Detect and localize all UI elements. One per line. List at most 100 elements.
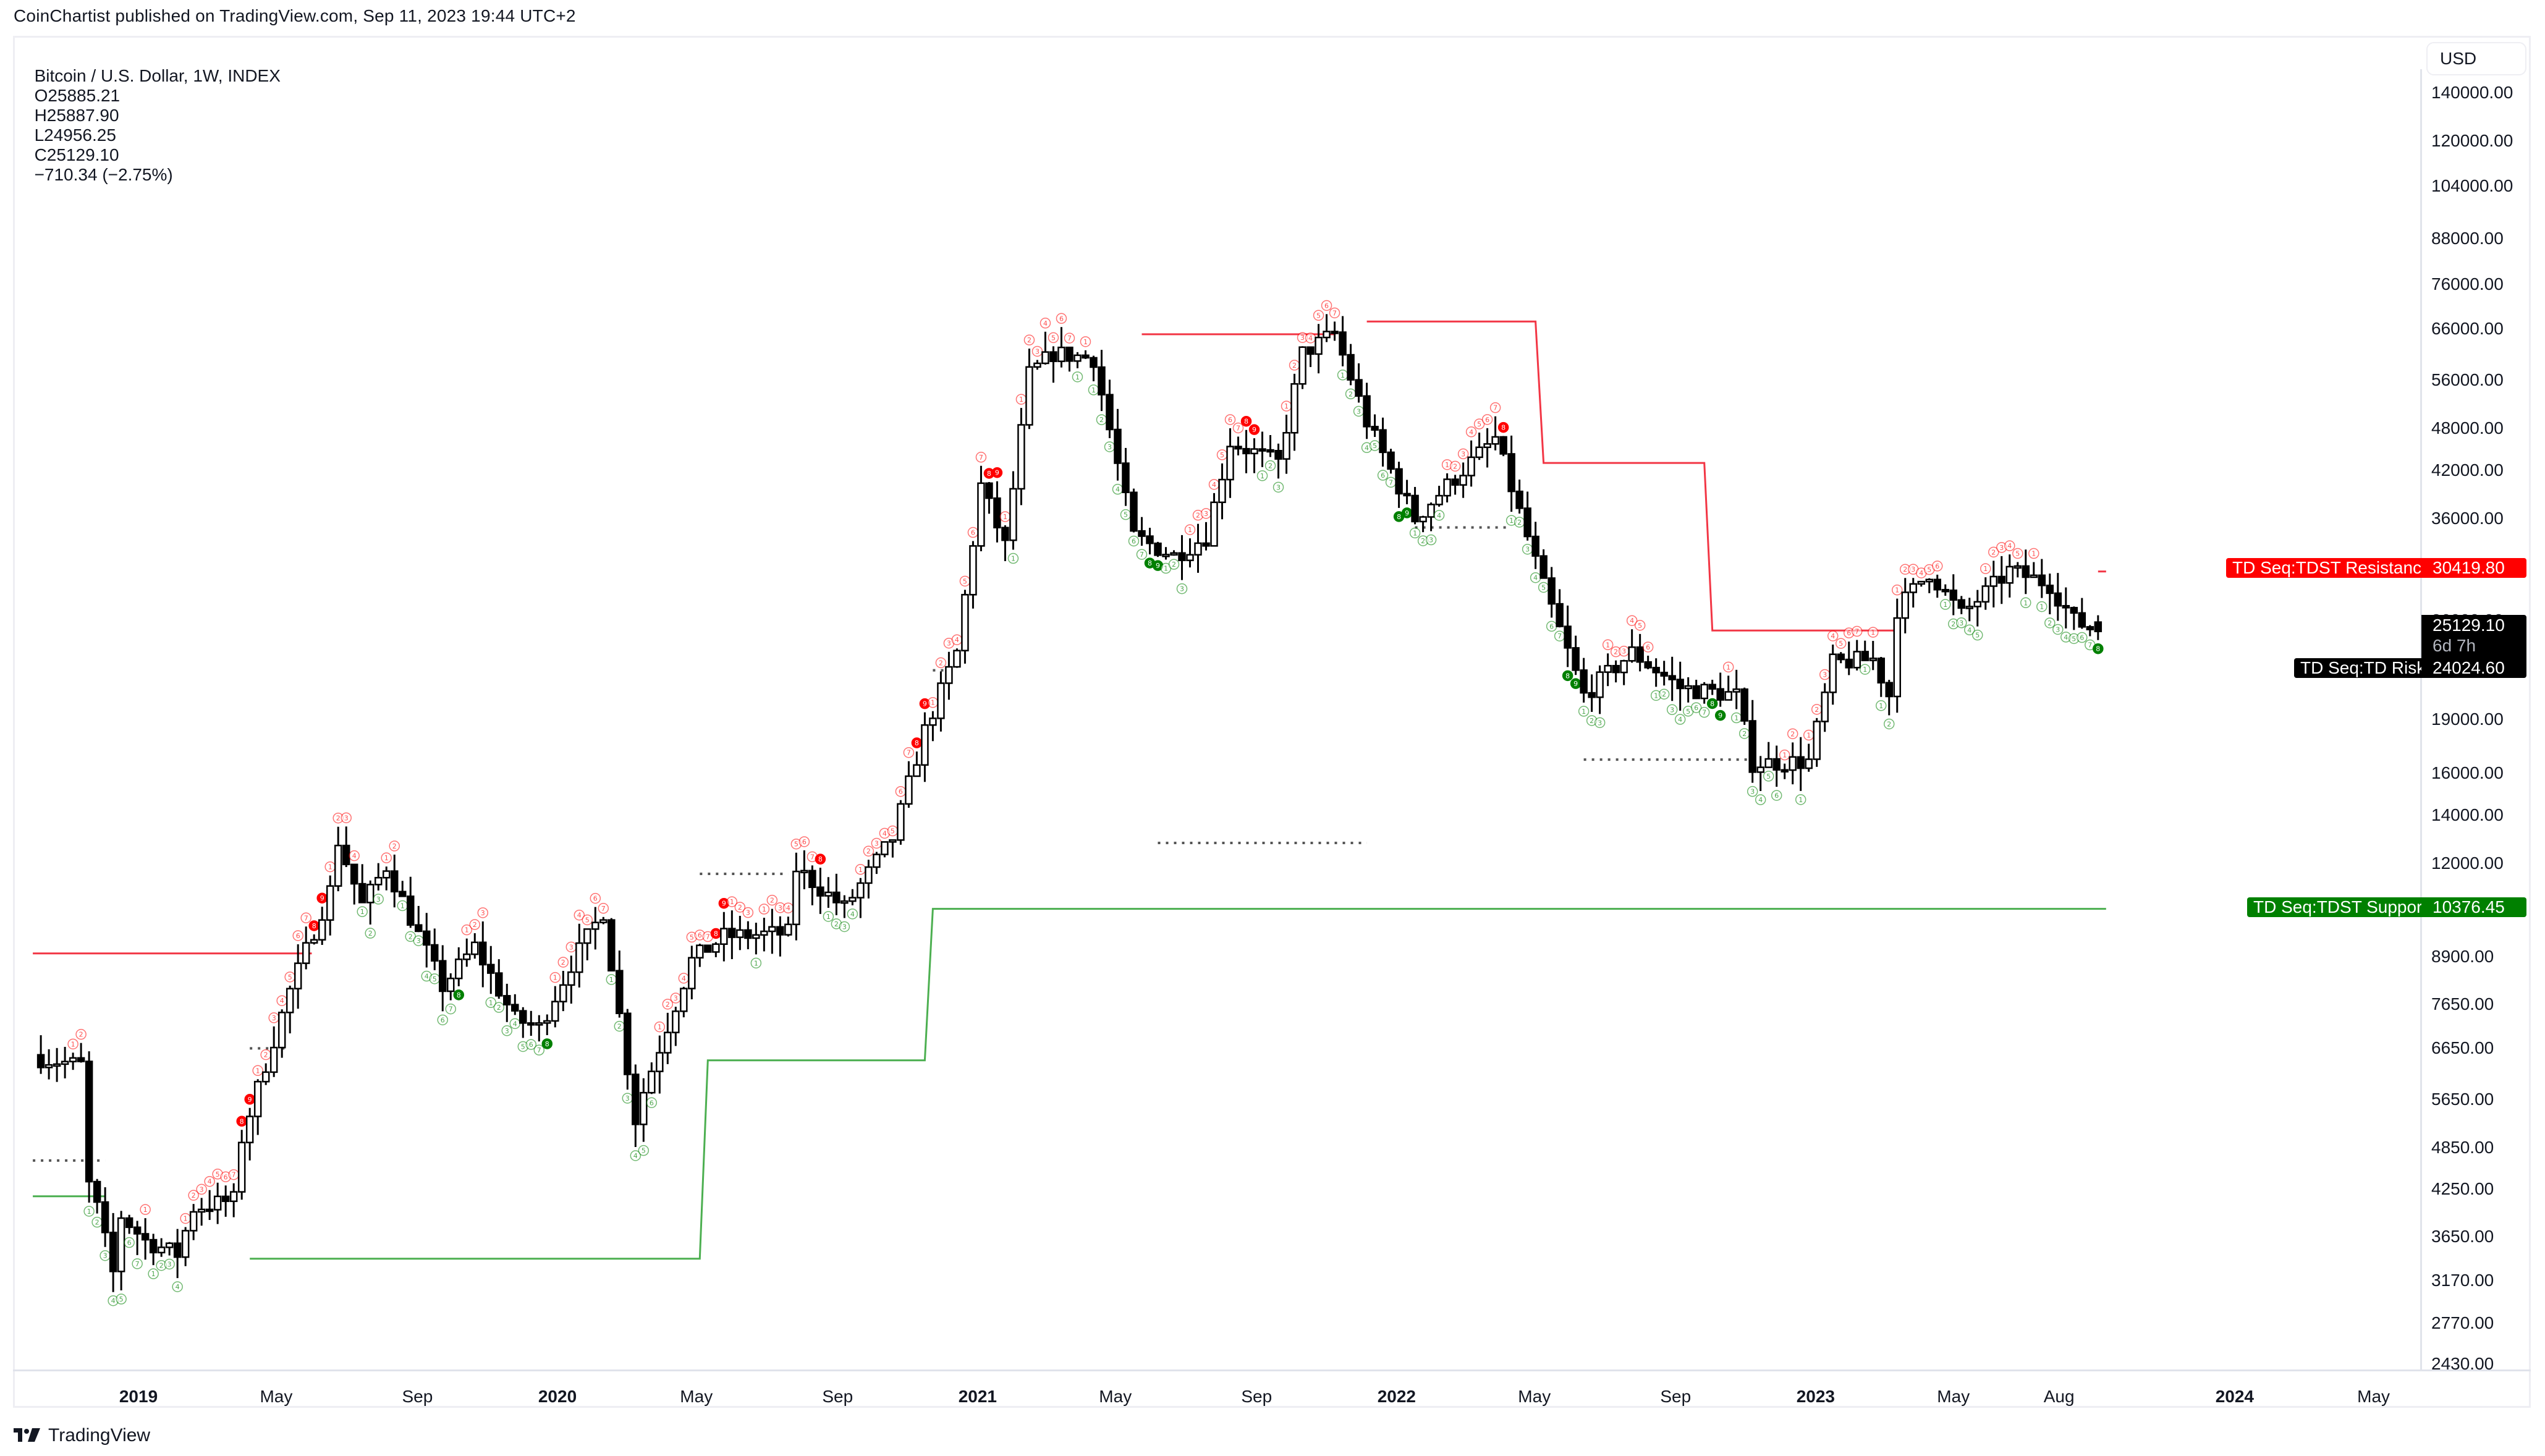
td-count-number: 1 <box>151 1270 156 1278</box>
td-count-number: 4 <box>1630 617 1634 625</box>
candle-body <box>1789 756 1797 771</box>
td-count-marker <box>533 1044 545 1056</box>
td-count-marker <box>823 911 834 922</box>
td-count-number: 5 <box>1975 632 1980 640</box>
candle-body <box>1933 578 1942 591</box>
candle-body <box>865 866 873 884</box>
candle-body <box>575 942 583 973</box>
candle-body <box>945 666 953 684</box>
td-count-marker <box>300 912 311 924</box>
currency-button[interactable]: USD <box>2426 42 2526 75</box>
td-count-number: 2 <box>738 904 742 912</box>
td-count-marker <box>132 1258 143 1269</box>
td-count-marker <box>373 894 384 905</box>
candle-body <box>688 957 696 989</box>
td-count-marker <box>164 1258 175 1270</box>
td-count-number: 1 <box>1019 396 1023 404</box>
td-count-number: 3 <box>200 1185 204 1193</box>
candle-body <box>728 928 736 938</box>
candle-body <box>567 971 575 986</box>
candle-body <box>141 1233 150 1241</box>
candle-body <box>446 977 455 993</box>
td-count-marker <box>1795 794 1806 805</box>
candle-body <box>165 1242 174 1248</box>
price-tick: 16000.00 <box>2431 763 2504 782</box>
td-count-number: 2 <box>1172 561 1176 569</box>
td-count-marker <box>365 928 376 939</box>
candle-body <box>1604 664 1612 673</box>
td-count-marker <box>1248 424 1260 435</box>
td-count-number: 1 <box>609 976 614 984</box>
td-count-number: 3 <box>746 909 750 917</box>
candle-body <box>1531 535 1539 557</box>
td-count-number: 1 <box>1782 751 1787 760</box>
td-count-marker <box>1714 709 1726 721</box>
candle-body <box>358 882 366 904</box>
td-count-number: 4 <box>577 912 582 920</box>
candle-body <box>1901 591 1909 619</box>
td-count-marker <box>1722 661 1734 673</box>
td-count-number: 3 <box>1357 407 1361 415</box>
time-tick: 2024 <box>2215 1387 2254 1406</box>
symbol-title[interactable]: Bitcoin / U.S. Dollar, 1W, INDEX <box>34 66 281 85</box>
td-count-number: 4 <box>111 1297 116 1305</box>
td-count-number: 3 <box>1911 565 1915 574</box>
ohlc-change: −710.34 (−2.75%) <box>34 165 173 184</box>
candle-body <box>1049 351 1057 362</box>
td-count-marker <box>1891 584 1903 596</box>
td-count-number: 3 <box>1300 334 1305 342</box>
td-count-number: 5 <box>216 1170 220 1179</box>
candle-body <box>535 1022 543 1026</box>
td-count-marker <box>766 894 778 906</box>
td-count-marker <box>646 1097 658 1109</box>
td-count-number: 8 <box>2096 645 2100 653</box>
candle-body <box>2046 585 2054 595</box>
td-count-marker <box>204 1175 215 1187</box>
candle-body <box>455 959 463 980</box>
candle-body <box>1073 354 1082 362</box>
td-count-number: 5 <box>1316 311 1321 320</box>
td-count-marker <box>445 1003 456 1015</box>
td-count-marker <box>1883 718 1895 730</box>
td-count-number: 1 <box>400 902 405 910</box>
price-tick: 120000.00 <box>2431 131 2513 151</box>
candle-body <box>1724 691 1732 701</box>
candle-body <box>1491 436 1499 445</box>
td-count-number: 6 <box>1381 472 1385 480</box>
candle-body <box>937 682 945 719</box>
td-count-number: 2 <box>79 1031 83 1039</box>
candle-body <box>1162 554 1170 557</box>
td-count-number: 4 <box>2007 542 2012 550</box>
td-count-number: 7 <box>810 853 815 861</box>
td-count-number: 3 <box>376 895 381 904</box>
td-count-number: 6 <box>1646 643 1650 651</box>
candle-body <box>1435 494 1443 506</box>
td-count-number: 4 <box>425 973 429 981</box>
candle-body <box>929 717 937 726</box>
candle-body <box>1732 688 1740 693</box>
last-price-badge: 25129.10 6d 7h <box>2421 615 2526 658</box>
price-tick: 3650.00 <box>2431 1226 2494 1246</box>
td-count-marker <box>357 906 368 917</box>
candle-body <box>1877 658 1885 684</box>
candle-body <box>1122 462 1130 493</box>
time-tick: May <box>680 1387 713 1406</box>
candle-body <box>841 900 849 904</box>
td-count-marker <box>140 1204 151 1215</box>
td-count-number: 1 <box>826 913 831 921</box>
candle-body <box>205 1208 214 1213</box>
td-count-number: 5 <box>433 975 437 983</box>
price-tick: 3170.00 <box>2431 1271 2494 1290</box>
candle-body <box>832 891 841 904</box>
td-count-number: 1 <box>1091 386 1096 394</box>
candle-body <box>2005 565 2014 584</box>
td-count-marker <box>485 997 497 1009</box>
td-count-number: 8 <box>1710 700 1714 708</box>
candle-body <box>889 839 897 843</box>
candle-body <box>1475 446 1483 459</box>
td-count-number: 3 <box>1180 585 1184 593</box>
td-count-marker <box>1128 535 1140 547</box>
candle-body <box>1997 575 2006 584</box>
td-count-number: 2 <box>666 1001 670 1009</box>
